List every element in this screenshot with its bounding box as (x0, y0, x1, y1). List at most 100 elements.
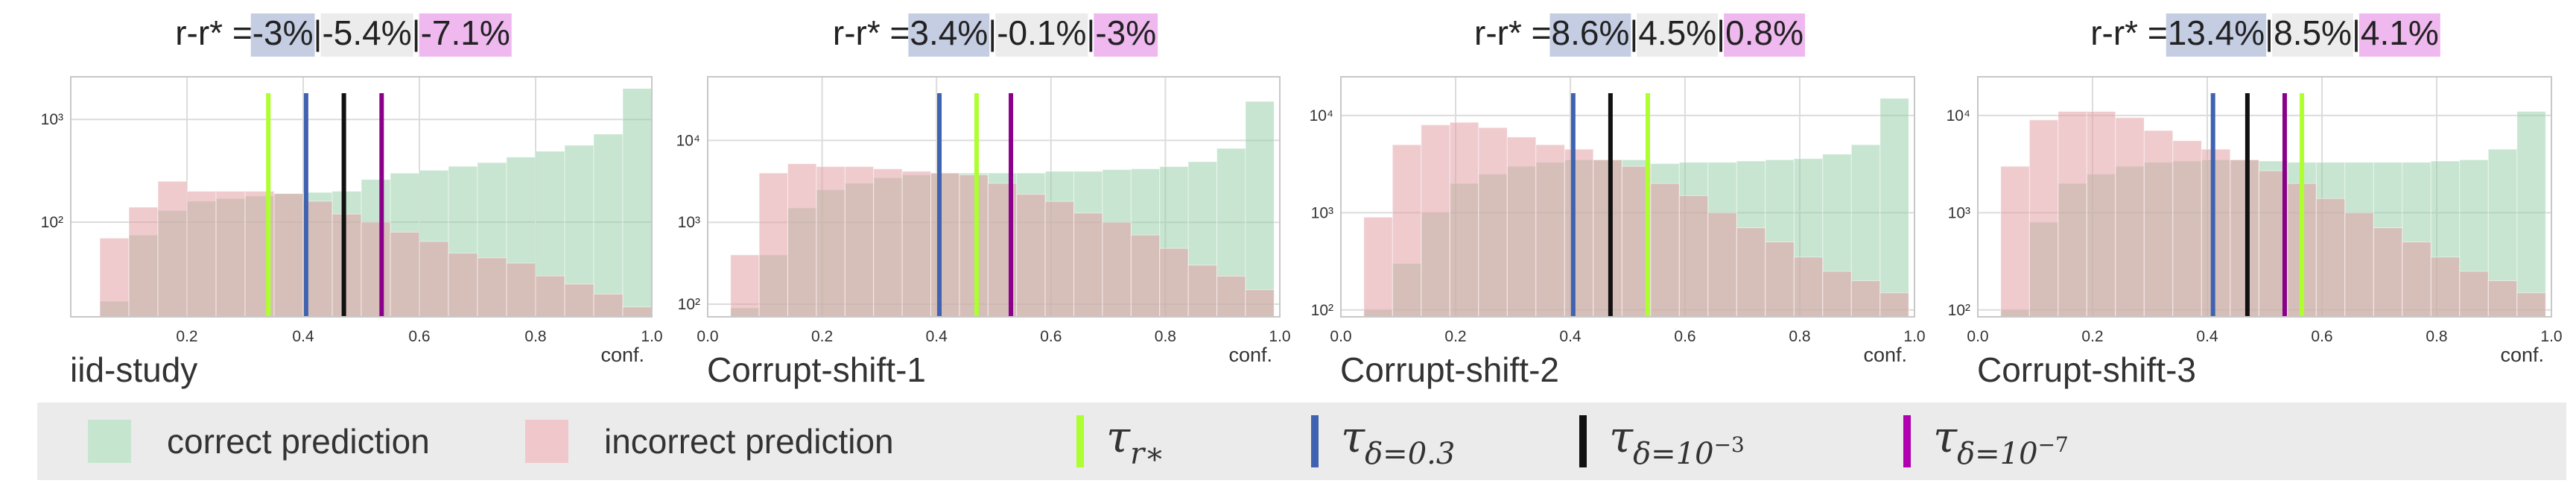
y-tick-label: 10³ (1948, 204, 1970, 221)
y-tick-label: 10³ (1311, 204, 1333, 221)
incorrect-bar (99, 237, 130, 318)
tau-d1e3-marker (1579, 415, 1587, 467)
risk-gap-value: -7.1% (421, 13, 510, 52)
incorrect-bar (477, 257, 507, 318)
risk-gap-box (2166, 13, 2267, 57)
incorrect-bar (730, 254, 760, 318)
x-tick-label: 0.4 (926, 328, 948, 345)
x-tick-label: 1.0 (1903, 328, 1925, 345)
incorrect-bar (535, 275, 565, 318)
panel-0: 0.2 0.4 0.6 0.8 1.0 10² 10³ conf. iid-study r-r* … (41, 13, 663, 389)
plot-frame (707, 76, 1281, 318)
tau-d1e7-marker (1903, 415, 1911, 467)
incorrect-bar (1506, 136, 1537, 318)
incorrect-bar (593, 293, 624, 318)
tau-d1e3-sup: −3 (1713, 432, 1745, 457)
legend: correct prediction incorrect prediction … (37, 403, 2566, 480)
tau-d03-marker (1311, 415, 1319, 467)
x-tick-label: 0.4 (2196, 328, 2218, 345)
incorrect-bar (1392, 144, 1422, 318)
panel-title: r-r* = 3.4% | -0.1% | -3% (833, 13, 1158, 57)
correct-bar (622, 88, 653, 318)
legend-incorrect-label: incorrect prediction (604, 422, 894, 461)
incorrect-bar (2459, 271, 2489, 318)
tau-d1e3-base: τ (1609, 412, 1634, 462)
incorrect-bar (215, 191, 246, 318)
incorrect-bar (1245, 289, 1275, 318)
incorrect-bar (622, 306, 653, 318)
x-tick-label: 0.2 (176, 328, 197, 345)
incorrect-bar (2086, 111, 2116, 318)
risk-gap-value: 3.4% (910, 13, 988, 52)
title-text: | (1629, 13, 1638, 52)
x-tick-label: 0.2 (811, 328, 833, 345)
correct-bar (2516, 111, 2546, 318)
incorrect-bar (331, 213, 362, 318)
x-tick-label: 0.6 (2311, 328, 2332, 345)
incorrect-bar (758, 172, 789, 318)
incorrect-bar (1879, 292, 1909, 318)
x-tick-label: 0.6 (1674, 328, 1695, 345)
x-tick-label: 0.8 (1155, 328, 1176, 345)
x-tick-label: 0.8 (524, 328, 546, 345)
tau-rstar-sub: r∗ (1130, 437, 1165, 471)
title-text: | (2352, 13, 2361, 52)
x-tick-label: 0.0 (1330, 328, 1351, 345)
y-tick-label: 10² (1311, 302, 1333, 319)
title-text: | (1716, 13, 1725, 52)
risk-gap-box (2272, 13, 2353, 57)
risk-gap-box (1094, 13, 1158, 57)
title-text: r-r* = (175, 13, 253, 52)
tau-d1e7-sub: δ=10 (1957, 437, 2038, 471)
x-tick-label: 0.0 (697, 328, 718, 345)
incorrect-bar (2344, 212, 2374, 318)
subplot-label: Corrupt-shift-3 (1977, 350, 2196, 389)
risk-gap-value: 8.6% (1552, 13, 1630, 52)
tau-rstar-marker (1076, 415, 1084, 467)
x-tick-label: 1.0 (641, 328, 662, 345)
subplot-label: Corrupt-shift-1 (707, 350, 926, 389)
incorrect-bar (1016, 194, 1046, 318)
risk-gap-value: 4.5% (1638, 13, 1716, 52)
title-text: r-r* = (2090, 13, 2168, 52)
x-axis-label: conf. (1863, 344, 1907, 366)
panel-1: 0.0 0.2 0.4 0.6 0.8 1.0 10² 10³ 10⁴ conf. Corrupt-… (676, 13, 1291, 389)
incorrect-bar (1793, 256, 1824, 318)
incorrect-bar (816, 165, 846, 318)
incorrect-bar (1850, 280, 1881, 318)
incorrect-swatch (525, 420, 568, 463)
panel-3: 0.0 0.2 0.4 0.6 0.8 1.0 10² 10³ 10⁴ conf. Corrupt-… (1947, 13, 2563, 389)
risk-gap-box (250, 13, 315, 57)
incorrect-bar (1130, 234, 1161, 318)
risk-gap-box (2358, 13, 2440, 57)
risk-gap-value: -5.4% (322, 13, 411, 52)
title-text: | (988, 13, 997, 52)
incorrect-bar (157, 180, 188, 318)
incorrect-bar (2430, 256, 2461, 318)
incorrect-bar (930, 172, 960, 318)
subplot-label: iid-study (70, 350, 197, 389)
plot-frame (1977, 76, 2552, 318)
incorrect-bar (1449, 122, 1479, 318)
incorrect-bar (186, 191, 217, 318)
incorrect-bar (2315, 198, 2346, 318)
x-tick-label: 0.8 (1789, 328, 1810, 345)
risk-gap-box (1724, 13, 1805, 57)
panel-2: 0.0 0.2 0.4 0.6 0.8 1.0 10² 10³ 10⁴ conf. Corrupt-… (1310, 13, 1926, 389)
title-text: | (1086, 13, 1095, 52)
y-tick-label: 10⁴ (1310, 107, 1333, 124)
x-tick-label: 0.2 (1444, 328, 1466, 345)
x-tick-label: 1.0 (1269, 328, 1290, 345)
incorrect-bar (2201, 148, 2231, 318)
correct-bar (1245, 101, 1275, 318)
x-axis-label: conf. (2500, 344, 2544, 366)
risk-gap-value: -0.1% (997, 13, 1086, 52)
risk-gap-box (908, 13, 990, 57)
figure: 0.2 0.4 0.6 0.8 1.0 10² 10³ conf. iid-study r-r* … (41, 13, 2563, 389)
incorrect-bar (128, 206, 159, 318)
x-tick-label: 0.4 (1559, 328, 1582, 345)
incorrect-bar (390, 231, 420, 318)
correct-bar (593, 133, 624, 318)
incorrect-bar (1535, 144, 1565, 318)
x-tick-label: 0.6 (408, 328, 430, 345)
